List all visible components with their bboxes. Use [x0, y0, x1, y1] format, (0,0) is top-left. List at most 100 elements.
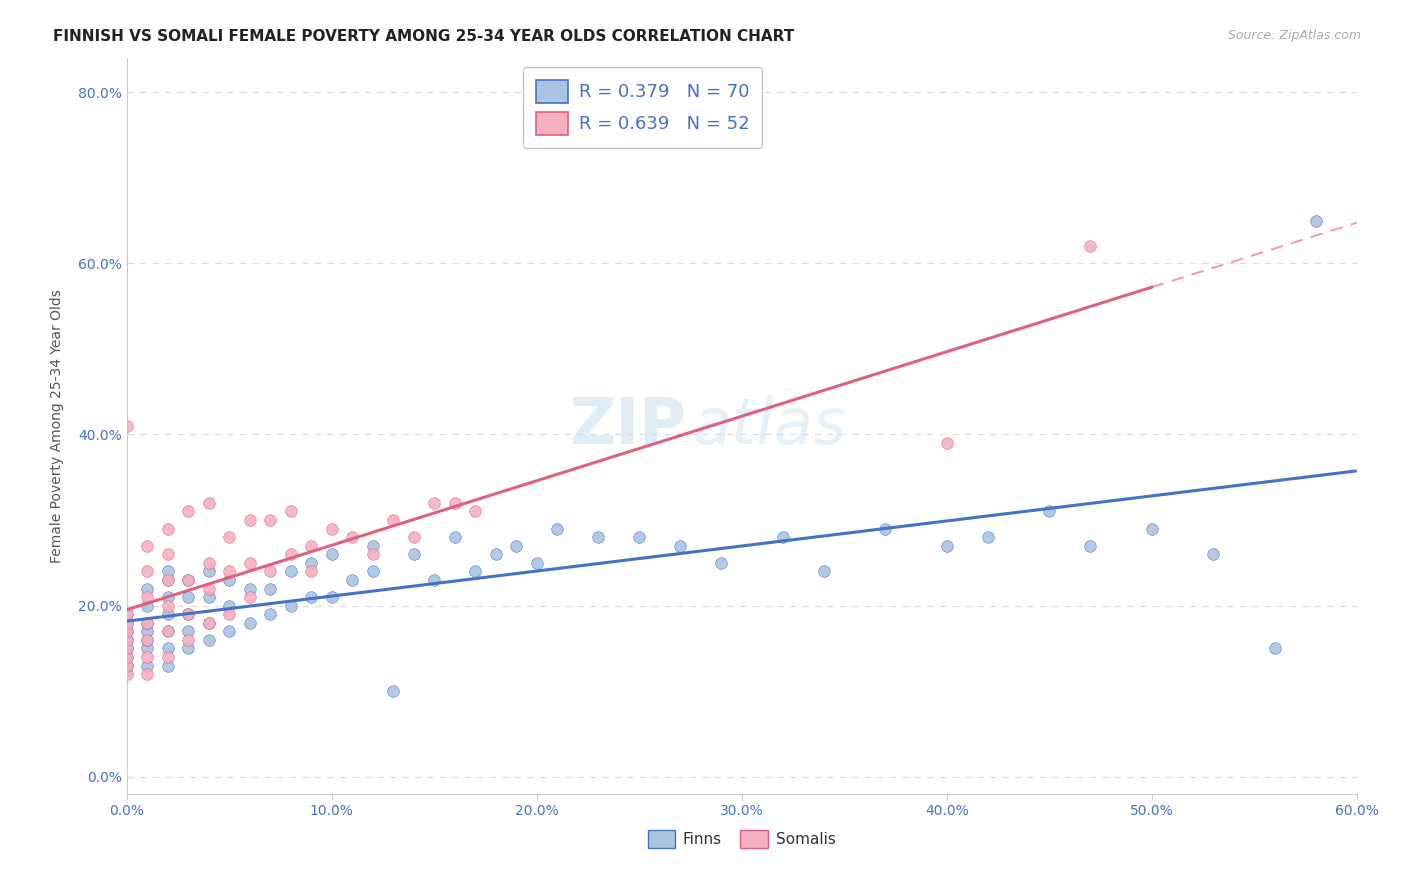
- Point: [136, 590, 159, 604]
- Point: [259, 513, 281, 527]
- Point: [299, 556, 322, 570]
- Point: [1140, 522, 1163, 536]
- Point: [156, 624, 179, 639]
- Point: [280, 547, 302, 561]
- Point: [280, 565, 302, 579]
- Point: [115, 650, 138, 665]
- Point: [115, 650, 138, 665]
- Point: [361, 547, 384, 561]
- Point: [464, 565, 486, 579]
- Point: [156, 624, 179, 639]
- Point: [177, 607, 200, 622]
- Point: [197, 496, 219, 510]
- Point: [259, 565, 281, 579]
- Point: [505, 539, 527, 553]
- Point: [136, 650, 159, 665]
- Point: [115, 615, 138, 630]
- Point: [423, 573, 446, 587]
- Point: [361, 565, 384, 579]
- Point: [115, 624, 138, 639]
- Point: [115, 632, 138, 647]
- Point: [177, 504, 200, 518]
- Point: [464, 504, 486, 518]
- Point: [546, 522, 568, 536]
- Point: [136, 615, 159, 630]
- Point: [177, 624, 200, 639]
- Point: [280, 599, 302, 613]
- Point: [239, 556, 262, 570]
- Point: [115, 667, 138, 681]
- Point: [197, 582, 219, 596]
- Point: [136, 632, 159, 647]
- Text: atlas: atlas: [693, 395, 846, 457]
- Point: [340, 530, 363, 544]
- Point: [423, 496, 446, 510]
- Point: [526, 556, 548, 570]
- Point: [177, 641, 200, 656]
- Point: [1038, 504, 1060, 518]
- Point: [136, 582, 159, 596]
- Point: [197, 615, 219, 630]
- Point: [136, 624, 159, 639]
- Point: [115, 607, 138, 622]
- Point: [218, 530, 240, 544]
- Point: [177, 573, 200, 587]
- Point: [402, 547, 425, 561]
- Point: [382, 684, 405, 698]
- Point: [136, 615, 159, 630]
- Point: [197, 615, 219, 630]
- Point: [115, 641, 138, 656]
- Text: FINNISH VS SOMALI FEMALE POVERTY AMONG 25-34 YEAR OLDS CORRELATION CHART: FINNISH VS SOMALI FEMALE POVERTY AMONG 2…: [53, 29, 794, 44]
- Point: [239, 615, 262, 630]
- Y-axis label: Female Poverty Among 25-34 Year Olds: Female Poverty Among 25-34 Year Olds: [51, 289, 63, 563]
- Point: [361, 539, 384, 553]
- Point: [218, 599, 240, 613]
- Point: [935, 436, 957, 450]
- Point: [115, 615, 138, 630]
- Point: [136, 658, 159, 673]
- Point: [156, 565, 179, 579]
- Point: [299, 539, 322, 553]
- Point: [299, 590, 322, 604]
- Point: [340, 573, 363, 587]
- Point: [115, 641, 138, 656]
- Point: [772, 530, 794, 544]
- Point: [136, 632, 159, 647]
- Point: [115, 624, 138, 639]
- Point: [177, 590, 200, 604]
- Point: [177, 607, 200, 622]
- Point: [239, 513, 262, 527]
- Point: [156, 573, 179, 587]
- Point: [197, 556, 219, 570]
- Point: [136, 599, 159, 613]
- Point: [239, 582, 262, 596]
- Point: [156, 658, 179, 673]
- Point: [280, 504, 302, 518]
- Point: [484, 547, 508, 561]
- Point: [259, 607, 281, 622]
- Legend: Finns, Somalis: Finns, Somalis: [641, 824, 842, 854]
- Point: [443, 530, 465, 544]
- Point: [197, 632, 219, 647]
- Point: [218, 573, 240, 587]
- Point: [443, 496, 465, 510]
- Point: [115, 607, 138, 622]
- Point: [197, 590, 219, 604]
- Point: [156, 599, 179, 613]
- Point: [136, 641, 159, 656]
- Point: [299, 565, 322, 579]
- Point: [136, 565, 159, 579]
- Text: Source: ZipAtlas.com: Source: ZipAtlas.com: [1227, 29, 1361, 42]
- Point: [976, 530, 998, 544]
- Point: [177, 573, 200, 587]
- Point: [218, 607, 240, 622]
- Point: [259, 582, 281, 596]
- Point: [710, 556, 733, 570]
- Point: [1264, 641, 1286, 656]
- Point: [156, 573, 179, 587]
- Point: [136, 539, 159, 553]
- Point: [1078, 539, 1101, 553]
- Point: [156, 522, 179, 536]
- Point: [177, 632, 200, 647]
- Point: [321, 590, 343, 604]
